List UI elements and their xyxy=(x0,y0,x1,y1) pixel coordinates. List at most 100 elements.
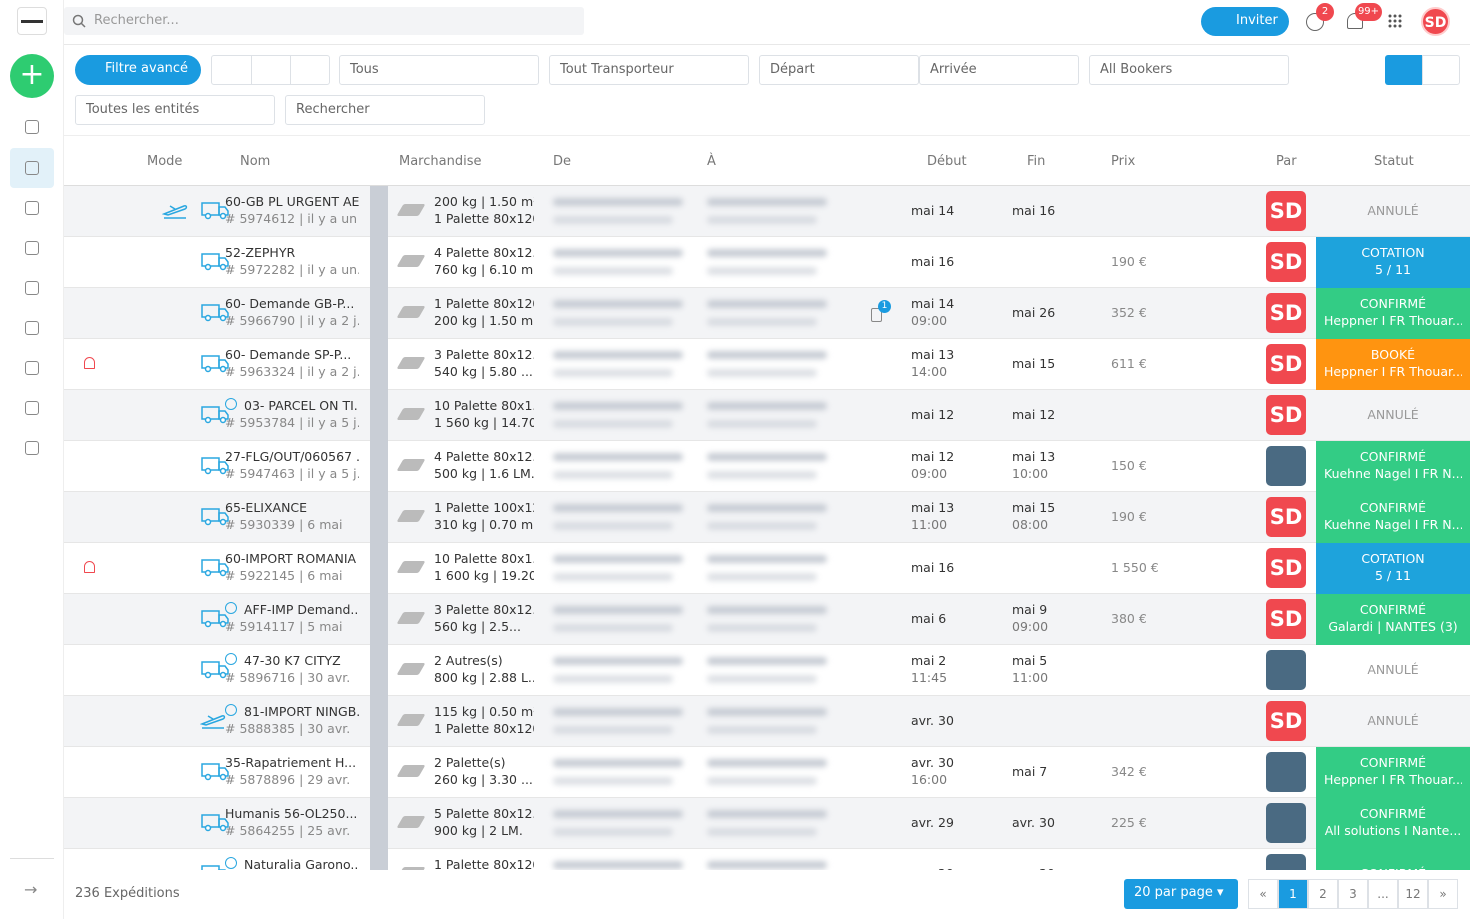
start: mai 13 xyxy=(911,500,955,515)
start: 16:00 xyxy=(911,772,948,787)
price: 380 € xyxy=(1111,611,1147,626)
nav-icon[interactable] xyxy=(25,241,39,255)
blurred xyxy=(707,504,827,512)
blurred xyxy=(707,351,827,359)
shipment-name: 60-IMPORT ROMANIA xyxy=(225,551,357,566)
goods-icon xyxy=(396,459,426,471)
filter[interactable]: Tous xyxy=(339,55,539,85)
mode-toggle[interactable] xyxy=(211,55,330,85)
blurred xyxy=(553,453,683,461)
blurred xyxy=(553,555,683,563)
globe-icon[interactable] xyxy=(1306,13,1324,31)
search[interactable]: Rechercher... xyxy=(64,7,584,35)
nav-icon[interactable] xyxy=(25,281,39,295)
price: 611 € xyxy=(1111,356,1147,371)
expand[interactable]: → xyxy=(24,880,38,899)
search-placeholder: Rechercher... xyxy=(94,13,179,28)
goods: 1 Palette 80x120 xyxy=(434,296,534,311)
mode-icon xyxy=(200,404,230,428)
avatar xyxy=(1266,854,1306,870)
goods-icon xyxy=(396,204,426,216)
page-button[interactable]: 1 xyxy=(1278,879,1308,909)
filter[interactable]: Tout Transporteur xyxy=(549,55,749,85)
list-view[interactable] xyxy=(1385,55,1422,85)
blurred xyxy=(553,810,683,818)
filter[interactable]: Départ xyxy=(759,55,919,85)
nav-icon[interactable] xyxy=(25,201,39,215)
info-icon xyxy=(225,398,237,410)
user-avatar[interactable]: SD xyxy=(1421,7,1450,36)
price: 190 € xyxy=(1111,254,1147,269)
filter[interactable]: Arrivée xyxy=(919,55,1079,85)
blurred xyxy=(707,198,827,206)
blurred xyxy=(553,624,673,632)
price: 190 € xyxy=(1111,509,1147,524)
blurred xyxy=(707,300,827,308)
blurred xyxy=(707,726,817,734)
start: 11:45 xyxy=(911,670,948,685)
page-button[interactable]: 2 xyxy=(1308,879,1338,909)
column-header: Marchandise xyxy=(399,154,482,169)
blurred xyxy=(707,606,827,614)
logo[interactable] xyxy=(17,7,47,35)
active-nav[interactable] xyxy=(10,148,54,188)
start: 09:00 xyxy=(911,313,948,328)
status-text: ANNULÉ xyxy=(1367,407,1419,422)
start: mai 6 xyxy=(911,611,947,626)
blurred xyxy=(553,216,673,224)
apps-icon[interactable] xyxy=(1388,14,1402,28)
status-text: COTATION xyxy=(1361,245,1425,260)
page-button[interactable]: 12 xyxy=(1398,879,1428,909)
page-button[interactable]: ... xyxy=(1368,879,1398,909)
split-view[interactable] xyxy=(1422,55,1460,85)
nav-icon[interactable] xyxy=(25,441,39,455)
page-button[interactable]: » xyxy=(1428,879,1458,909)
per-page[interactable]: 20 par page ▾ xyxy=(1124,879,1238,909)
shipment-ref: # 5953784 | il y a 5 j... xyxy=(225,415,359,430)
nav-icon[interactable] xyxy=(25,321,39,335)
blurred xyxy=(553,420,673,428)
avatar xyxy=(1266,446,1306,486)
page-button[interactable]: « xyxy=(1248,879,1278,909)
goods: 900 kg | 2 LM. xyxy=(434,823,523,838)
mode-icon xyxy=(200,200,230,224)
blurred xyxy=(707,828,817,836)
table-row: 03- PARCEL ON TI... # 5953784 | il y a 5 … xyxy=(64,390,1470,441)
nav-icon[interactable] xyxy=(25,361,39,375)
table-row: 60- Demande GB-P... # 5966790 | il y a 2 … xyxy=(64,288,1470,339)
filter[interactable]: Toutes les entités xyxy=(75,95,275,125)
table-row: Humanis 56-OL250... # 5864255 | 25 avr. 5 … xyxy=(64,798,1470,849)
status: COTATION 5 / 11 xyxy=(1316,543,1470,594)
mode-icon xyxy=(199,710,226,734)
nav-icon[interactable] xyxy=(25,120,39,134)
shipment-name: 35-Rapatriement H... xyxy=(225,755,357,770)
scroll-strip xyxy=(370,645,388,696)
info-icon xyxy=(225,857,237,869)
goods-icon xyxy=(396,357,426,369)
invite-button[interactable]: Inviter xyxy=(1201,7,1289,36)
add-button[interactable]: + xyxy=(10,54,54,98)
status-text: CONFIRMÉ xyxy=(1359,500,1427,515)
avatar: SD xyxy=(1266,701,1306,741)
nav-icon[interactable] xyxy=(25,401,39,415)
price: 225 € xyxy=(1111,815,1147,830)
filter[interactable]: Rechercher xyxy=(285,95,485,125)
goods: 2 Palette(s) xyxy=(434,755,506,770)
goods: 1 Palette 80x120 xyxy=(434,857,534,870)
blurred xyxy=(707,369,817,377)
shipment-name: 65-ELIXANCE xyxy=(225,500,308,515)
avatar: SD xyxy=(1266,599,1306,639)
goods-icon xyxy=(396,765,426,777)
blurred xyxy=(553,726,673,734)
page-button[interactable]: 3 xyxy=(1338,879,1368,909)
column-header: À xyxy=(707,154,716,169)
goods: 3 Palette 80x12... xyxy=(434,347,534,362)
advanced-filter[interactable]: Filtre avancé xyxy=(75,55,201,85)
goods: 800 kg | 2.88 L... xyxy=(434,670,534,685)
start: mai 12 xyxy=(911,449,955,464)
nav-icon[interactable] xyxy=(25,161,39,175)
table-row: 65-ELIXANCE # 5930339 | 6 mai 1 Palette 10… xyxy=(64,492,1470,543)
logo-mark xyxy=(21,20,43,23)
filter[interactable]: All Bookers xyxy=(1089,55,1289,85)
